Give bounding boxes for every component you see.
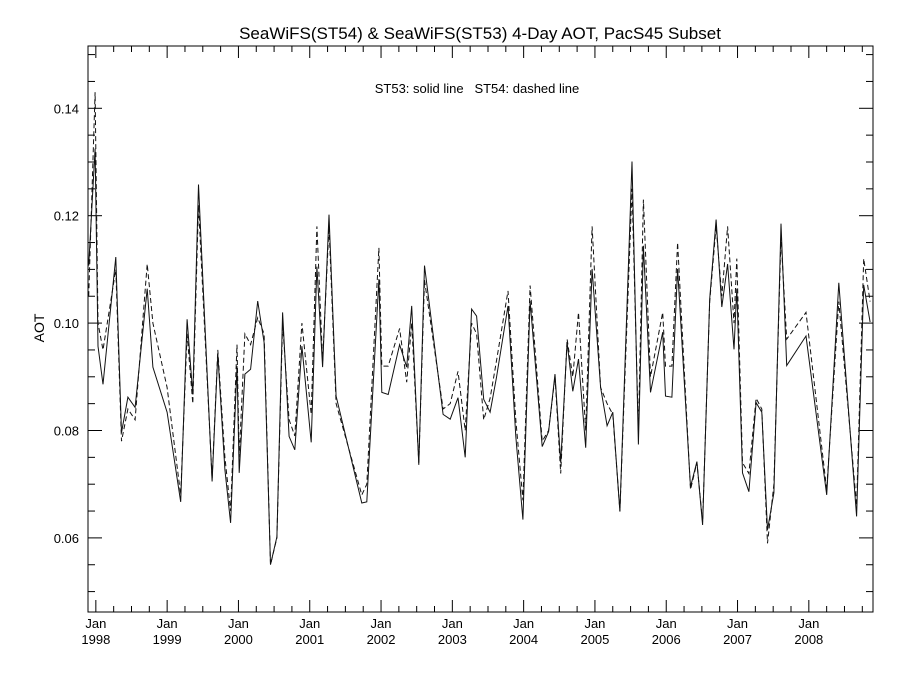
x-tick-label-month: Jan	[442, 616, 463, 631]
series-line-st54	[88, 92, 871, 565]
series-group	[88, 92, 871, 565]
x-tick-label-year: 2007	[723, 632, 752, 647]
x-tick-label-month: Jan	[656, 616, 677, 631]
x-tick-label-month: Jan	[157, 616, 178, 631]
x-tick-label-month: Jan	[513, 616, 534, 631]
x-tick-label-year: 1999	[153, 632, 182, 647]
y-axis-label: AOT	[31, 313, 47, 342]
y-tick-label: 0.06	[54, 531, 79, 546]
plot-frame	[87, 45, 874, 613]
x-tick-label-month: Jan	[584, 616, 605, 631]
x-tick-label-year: 2008	[794, 632, 823, 647]
x-tick-label-year: 2004	[509, 632, 538, 647]
series-line-st53	[88, 148, 871, 565]
x-tick-label-month: Jan	[299, 616, 320, 631]
y-tick-label: 0.14	[54, 101, 79, 116]
y-tick-label: 0.10	[54, 316, 79, 331]
x-tick-label-year: 2006	[652, 632, 681, 647]
legend-annotation: ST53: solid line ST54: dashed line	[375, 81, 580, 96]
axes: 0.060.080.100.120.14Jan1998Jan1999Jan200…	[54, 46, 873, 647]
x-tick-label-month: Jan	[727, 616, 748, 631]
x-tick-label-year: 2001	[295, 632, 324, 647]
x-tick-label-month: Jan	[798, 616, 819, 631]
y-tick-label: 0.12	[54, 209, 79, 224]
x-tick-label-year: 2002	[367, 632, 396, 647]
x-tick-label-year: 2003	[438, 632, 467, 647]
x-tick-label-year: 2005	[580, 632, 609, 647]
chart-title: SeaWiFS(ST54) & SeaWiFS(ST53) 4-Day AOT,…	[239, 24, 721, 43]
x-tick-label-year: 1998	[81, 632, 110, 647]
x-tick-label-year: 2000	[224, 632, 253, 647]
x-tick-label-month: Jan	[85, 616, 106, 631]
y-tick-label: 0.08	[54, 423, 79, 438]
x-tick-label-month: Jan	[228, 616, 249, 631]
x-tick-label-month: Jan	[371, 616, 392, 631]
